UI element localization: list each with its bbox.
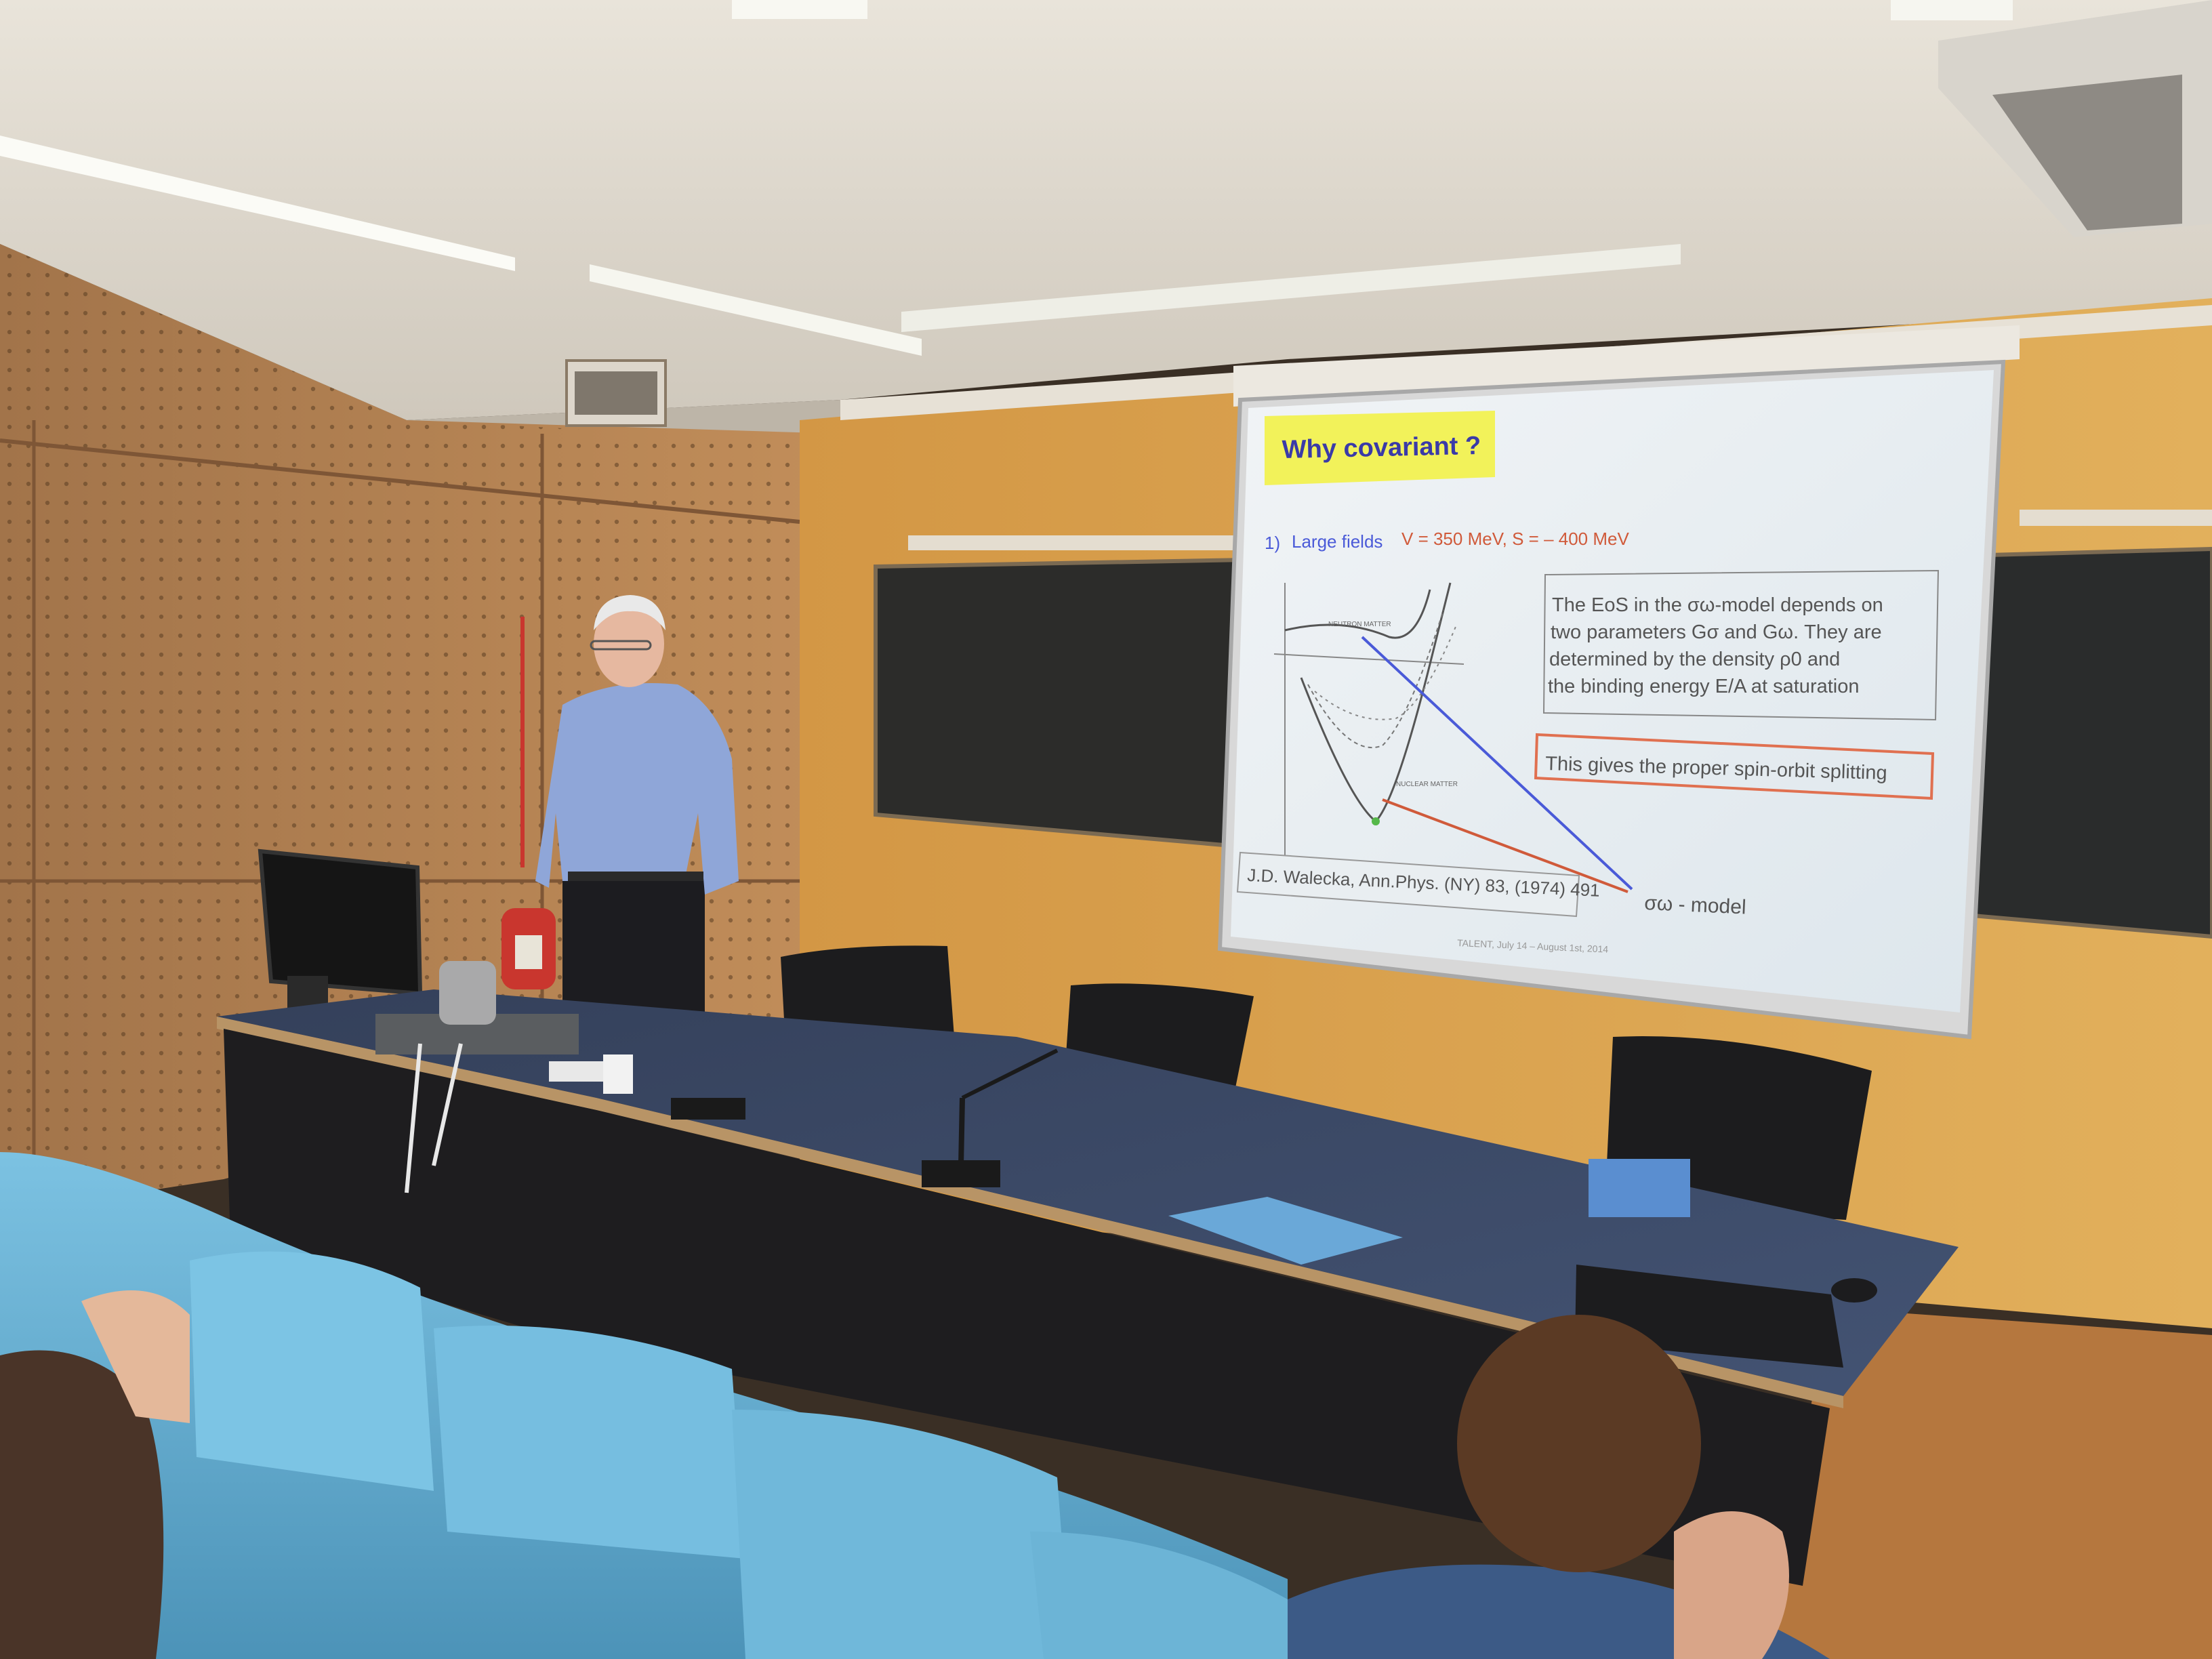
extinguisher-label: [515, 935, 542, 969]
slide-eos-line-3: determined by the density ρ0 and: [1549, 649, 1840, 670]
slide-eos-box: [1542, 569, 1940, 721]
seat-back: [190, 1251, 434, 1491]
audience-member-left: [0, 1350, 164, 1659]
audience-member-right-head: [1457, 1315, 1701, 1572]
monitor: [258, 848, 423, 996]
plot-x-axis: [1273, 653, 1465, 665]
ceiling-light-top: [732, 0, 867, 19]
paper-cup: [603, 1054, 633, 1094]
brochure: [1168, 1197, 1403, 1265]
slide-eos-line-2: two parameters Gσ and Gω. They are: [1551, 621, 1882, 643]
ceiling-soffit: [0, 244, 840, 441]
seat-back: [732, 1410, 1071, 1659]
mic-stem: [958, 1097, 965, 1166]
ceiling-light-center: [590, 264, 922, 356]
slide-point-number: 1): [1265, 533, 1280, 553]
presenter-glasses: [590, 640, 652, 651]
panel-seam: [0, 438, 800, 524]
speaker: [439, 961, 496, 1025]
plot-neutron-curve: [1284, 589, 1431, 639]
plot-label-top: NEUTRON MATTER: [1328, 621, 1391, 628]
seat-back: [434, 1326, 745, 1559]
plot-label-bottom: NUCLEAR MATTER: [1396, 781, 1458, 788]
audience-member-left-arm: [81, 1290, 190, 1423]
audience-member-right-hand: [1674, 1511, 1789, 1659]
projection-screen-surface: [1231, 370, 1994, 1012]
ceiling-vent-grille: [1992, 75, 2182, 230]
slide-eos-line-1: The EoS in the σω-model depends on: [1552, 594, 1883, 616]
ceiling-light-left: [0, 136, 515, 271]
ceiling-light-right: [901, 244, 1681, 332]
chalkboard-left: [874, 557, 1249, 850]
slide-point-values: V = 350 MeV, S = – 400 MeV: [1401, 529, 1629, 549]
mouse: [1831, 1278, 1877, 1303]
chalkboard-rail-right: [2020, 510, 2212, 526]
screen-housing: [1233, 325, 2020, 407]
ceiling: [0, 0, 2212, 420]
table-edge: [217, 1017, 1843, 1408]
slide-plot: NEUTRON MATTER NUCLEAR MATTER: [1273, 582, 1465, 874]
presenter-belt: [568, 872, 703, 881]
slide-eos-line-4: the binding energy E/A at saturation: [1548, 676, 1859, 697]
mic-stem: [961, 1048, 1059, 1100]
slide-red-line: [1382, 798, 1629, 893]
chalkboard-right: [1963, 546, 2212, 939]
seat-back: [1030, 1532, 1288, 1659]
red-pipe: [520, 617, 525, 867]
plot-nuclear-curve-3: [1314, 623, 1458, 720]
plot-nuclear-curve-2: [1307, 609, 1444, 749]
mic-base: [671, 1098, 745, 1120]
table-front: [224, 1029, 1830, 1586]
slide-model-label: σω - model: [1644, 892, 1747, 919]
presenter-head: [594, 600, 664, 687]
slide-title: Why covariant ?: [1282, 432, 1481, 464]
presenter-hair: [594, 595, 665, 630]
table-cable: [432, 1043, 463, 1166]
slide-spin-orbit-box: [1534, 733, 1935, 800]
wall-vent-grille: [575, 371, 657, 415]
ceiling-light-far: [1891, 0, 2013, 20]
table-cable: [405, 1043, 422, 1193]
table-top: [217, 989, 1959, 1396]
chalkboard-rail-left: [908, 535, 1233, 550]
presenter: [535, 595, 739, 1030]
presenter-torso: [535, 683, 739, 895]
slide-point-label: Large fields: [1292, 531, 1382, 552]
slide-title-highlight: [1265, 411, 1495, 485]
floor: [1762, 1308, 2212, 1659]
plot-saturation-point: [1372, 817, 1380, 825]
slide-blue-line: [1361, 636, 1633, 890]
slide-reference-box: [1236, 851, 1580, 918]
tissue-box: [1589, 1159, 1690, 1217]
